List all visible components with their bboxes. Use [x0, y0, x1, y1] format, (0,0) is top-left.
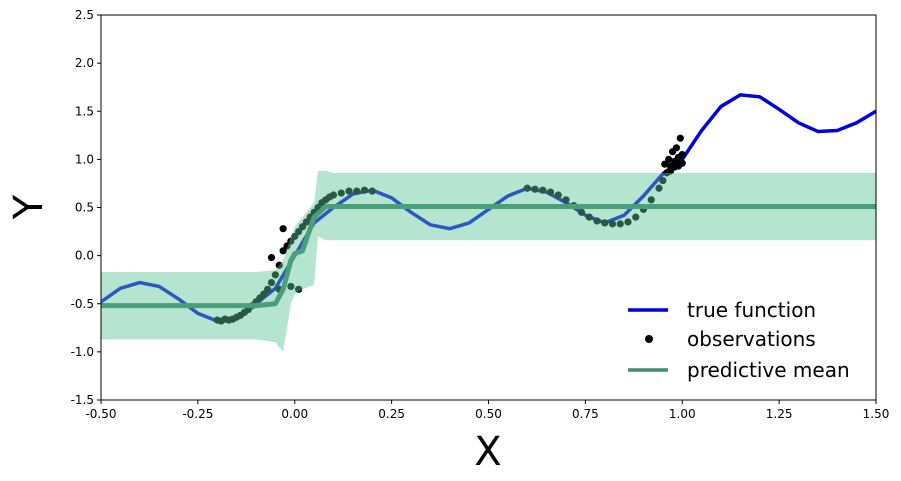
y-tick-label: -1.0	[71, 345, 94, 359]
observation-point	[678, 150, 686, 159]
y-tick-label: 2.0	[75, 56, 94, 70]
observation-point	[302, 218, 310, 226]
observation-point	[632, 213, 640, 221]
observations	[213, 134, 686, 325]
y-tick-label: 1.5	[75, 104, 94, 118]
y-tick-label: 1.0	[75, 152, 94, 166]
observation-point	[295, 285, 303, 293]
observation-point	[546, 188, 555, 196]
y-tick-label: -1.5	[71, 393, 94, 407]
observation-point	[608, 220, 617, 228]
observation-point	[665, 155, 673, 163]
legend: true function observations predictive me…	[628, 298, 850, 382]
observation-point	[624, 218, 632, 226]
x-tick-label: -0.50	[85, 407, 116, 421]
x-tick-label: 1.50	[863, 407, 890, 421]
observation-point	[360, 186, 369, 194]
observation-point	[337, 189, 345, 197]
observation-point	[531, 185, 539, 193]
observation-point	[260, 290, 268, 298]
legend-label-observations: observations	[687, 327, 816, 351]
observation-point	[539, 186, 547, 194]
observation-point	[283, 242, 291, 250]
observation-point	[279, 247, 287, 255]
series-line-predictive-mean	[101, 204, 876, 309]
observation-point	[554, 191, 562, 199]
x-axis-label: X	[474, 429, 501, 475]
x-tick-label: 1.00	[669, 407, 696, 421]
observation-point	[659, 176, 667, 185]
observation-point	[267, 253, 276, 262]
x-tick-label: 0.00	[281, 407, 308, 421]
legend-label-predictive-mean: predictive mean	[687, 358, 850, 382]
x-tick-label: 0.25	[378, 407, 405, 421]
x-tick-label: 1.25	[766, 407, 793, 421]
observation-point	[562, 196, 570, 204]
x-tick-label: 0.50	[475, 407, 502, 421]
uncertainty-band	[101, 170, 876, 352]
observation-point	[279, 225, 287, 233]
observation-point	[291, 232, 299, 240]
observation-point	[353, 187, 361, 195]
y-tick-label: 0.0	[75, 249, 94, 263]
observation-point	[295, 227, 303, 236]
observation-point	[672, 144, 681, 152]
observation-point	[345, 187, 353, 195]
observation-point	[577, 208, 586, 216]
observation-point	[676, 134, 684, 142]
y-tick-label: -0.5	[71, 297, 94, 311]
y-tick-label: 0.5	[75, 201, 94, 215]
observation-point	[601, 219, 609, 227]
observation-point	[647, 196, 655, 204]
observation-point	[298, 223, 307, 231]
x-tick-label: -0.25	[182, 407, 213, 421]
observation-point	[271, 271, 279, 279]
observation-point	[329, 191, 338, 199]
legend-label-true-function: true function	[687, 298, 816, 322]
observation-point	[368, 187, 376, 195]
observation-point	[264, 285, 272, 293]
observation-point	[661, 160, 669, 168]
y-tick-label: 2.5	[75, 8, 94, 22]
x-tick-label: 0.75	[572, 407, 599, 421]
observation-point	[670, 163, 679, 171]
y-axis-label: Y	[6, 194, 52, 220]
observation-point	[678, 159, 686, 167]
observation-point	[275, 261, 283, 269]
observation-point	[267, 278, 276, 287]
observation-point	[655, 184, 663, 192]
observation-point	[287, 282, 295, 291]
legend-marker-observations	[645, 335, 653, 343]
observation-point	[616, 220, 624, 228]
observation-point	[593, 217, 601, 225]
observation-point	[287, 237, 295, 245]
observation-point	[585, 213, 593, 221]
observation-point	[523, 184, 531, 192]
